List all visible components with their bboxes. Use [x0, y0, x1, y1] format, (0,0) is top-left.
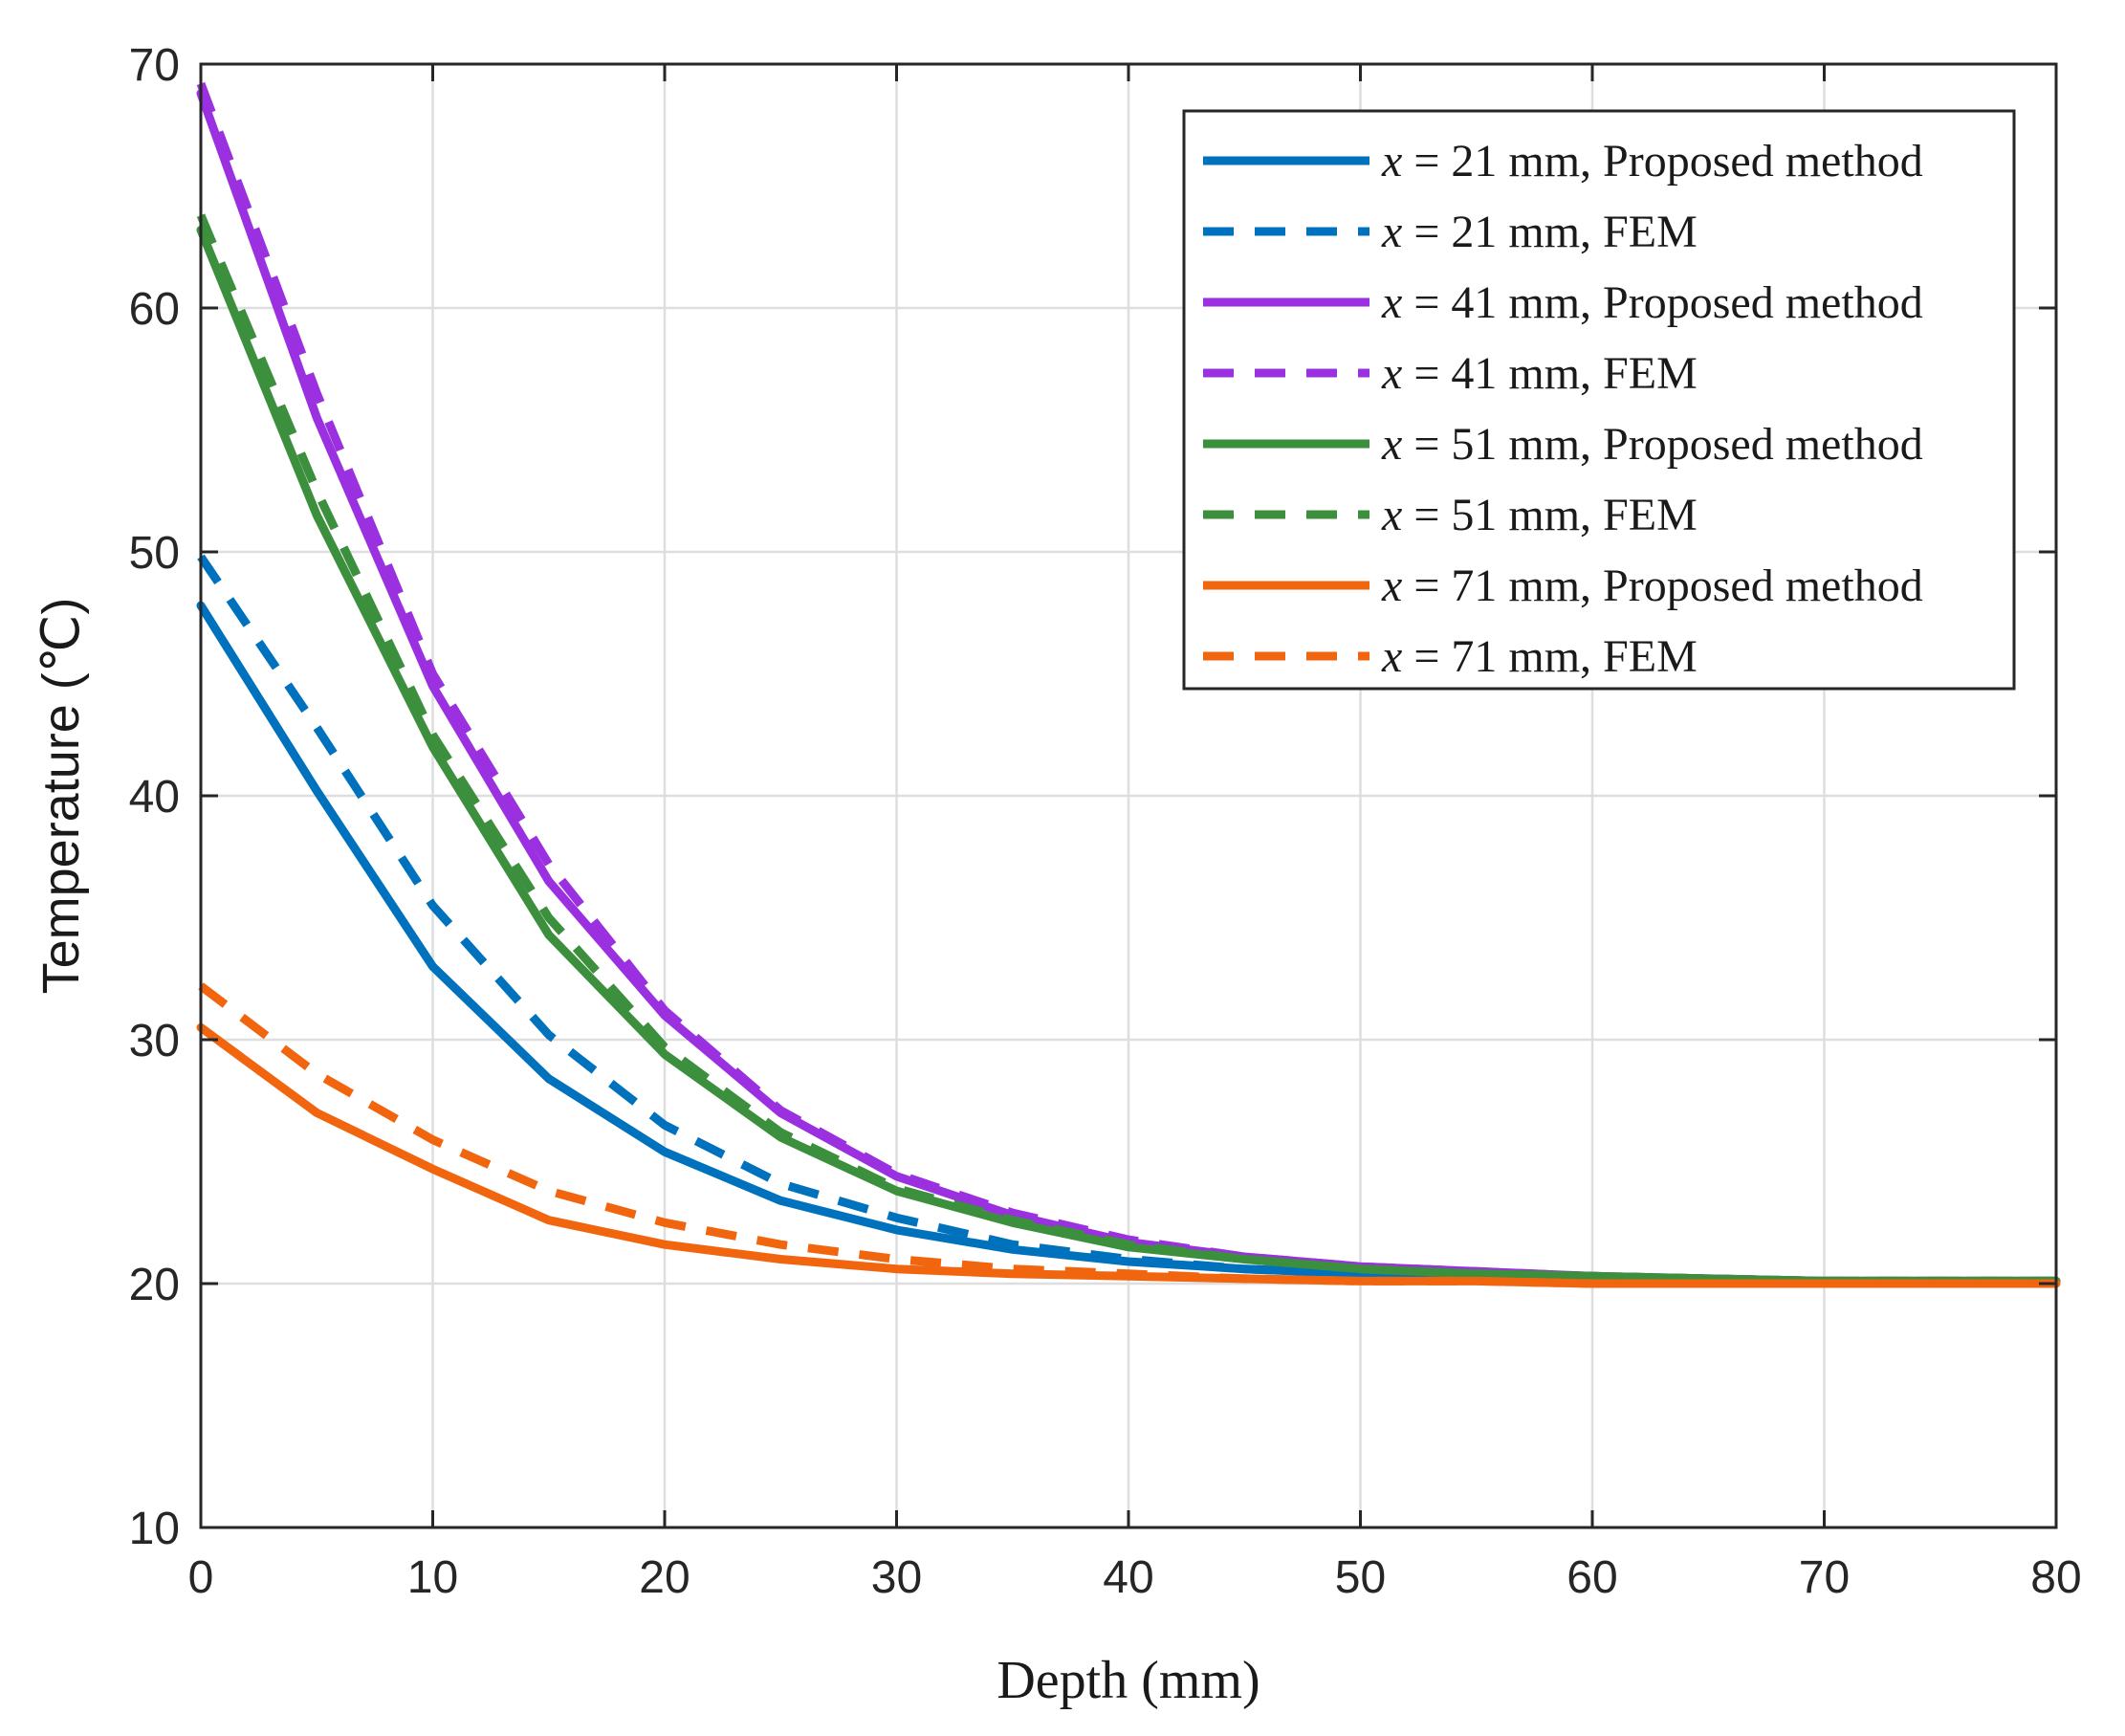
- legend-variable: x: [1381, 277, 1402, 328]
- legend-variable: x: [1381, 419, 1402, 470]
- legend-variable: x: [1381, 490, 1402, 540]
- x-tick-label: 80: [2030, 1552, 2081, 1603]
- legend-entry-label: x = 71 mm, Proposed method: [1381, 560, 1923, 611]
- x-tick-label: 50: [1335, 1552, 1386, 1603]
- ticks: [199, 62, 2058, 1529]
- y-axis-title: Temperature (℃): [33, 598, 90, 995]
- x-tick-label: 0: [188, 1552, 214, 1603]
- legend-variable: x: [1381, 560, 1402, 611]
- x-tick-label: 70: [1799, 1552, 1850, 1603]
- series-layer: [196, 81, 2061, 1288]
- legend-label-text: = 21 mm, FEM: [1402, 207, 1697, 257]
- y-tick-label: 70: [129, 40, 180, 91]
- series-line-x-71-mm-fem: [198, 982, 2056, 1288]
- legend-label-text: = 41 mm, FEM: [1402, 348, 1697, 399]
- x-axis-title: Depth (mm): [997, 1651, 1260, 1710]
- legend-label-text: = 71 mm, FEM: [1402, 631, 1697, 682]
- legend-box: [1182, 109, 2016, 691]
- x-tick-label: 10: [407, 1552, 458, 1603]
- legend-entry-label: x = 21 mm, Proposed method: [1381, 136, 1923, 187]
- legend-variable: x: [1381, 631, 1402, 682]
- legend-entry-label: x = 41 mm, Proposed method: [1381, 277, 1923, 328]
- y-tick-label: 10: [129, 1504, 180, 1554]
- x-tick-label: 20: [639, 1552, 690, 1603]
- x-tick-label: 30: [871, 1552, 922, 1603]
- legend-entry-label: x = 41 mm, FEM: [1381, 348, 1698, 399]
- y-tick-label: 40: [129, 772, 180, 823]
- y-tick-label: 50: [129, 528, 180, 579]
- legend-entry-label: x = 51 mm, FEM: [1381, 490, 1698, 540]
- legend-label-text: = 51 mm, Proposed method: [1402, 419, 1922, 470]
- legend-entry-label: x = 51 mm, Proposed method: [1381, 419, 1923, 470]
- legend-label-text: = 41 mm, Proposed method: [1402, 277, 1922, 328]
- y-tick-label: 30: [129, 1016, 180, 1066]
- legend-label-text: = 21 mm, Proposed method: [1402, 136, 1922, 187]
- legend-variable: x: [1381, 136, 1402, 187]
- series-line-x-21-mm-fem: [197, 554, 2056, 1286]
- legend-label-text: = 71 mm, Proposed method: [1402, 560, 1922, 611]
- legend-variable: x: [1381, 348, 1402, 399]
- legend-entry-label: x = 21 mm, FEM: [1381, 207, 1698, 257]
- x-tick-label: 40: [1103, 1552, 1153, 1603]
- x-tick-label: 60: [1566, 1552, 1617, 1603]
- y-tick-label: 20: [129, 1260, 180, 1310]
- legend-label-text: = 51 mm, FEM: [1402, 490, 1697, 540]
- legend-entry-label: x = 71 mm, FEM: [1381, 631, 1698, 682]
- legend-variable: x: [1381, 207, 1402, 257]
- y-tick-label: 60: [129, 284, 180, 335]
